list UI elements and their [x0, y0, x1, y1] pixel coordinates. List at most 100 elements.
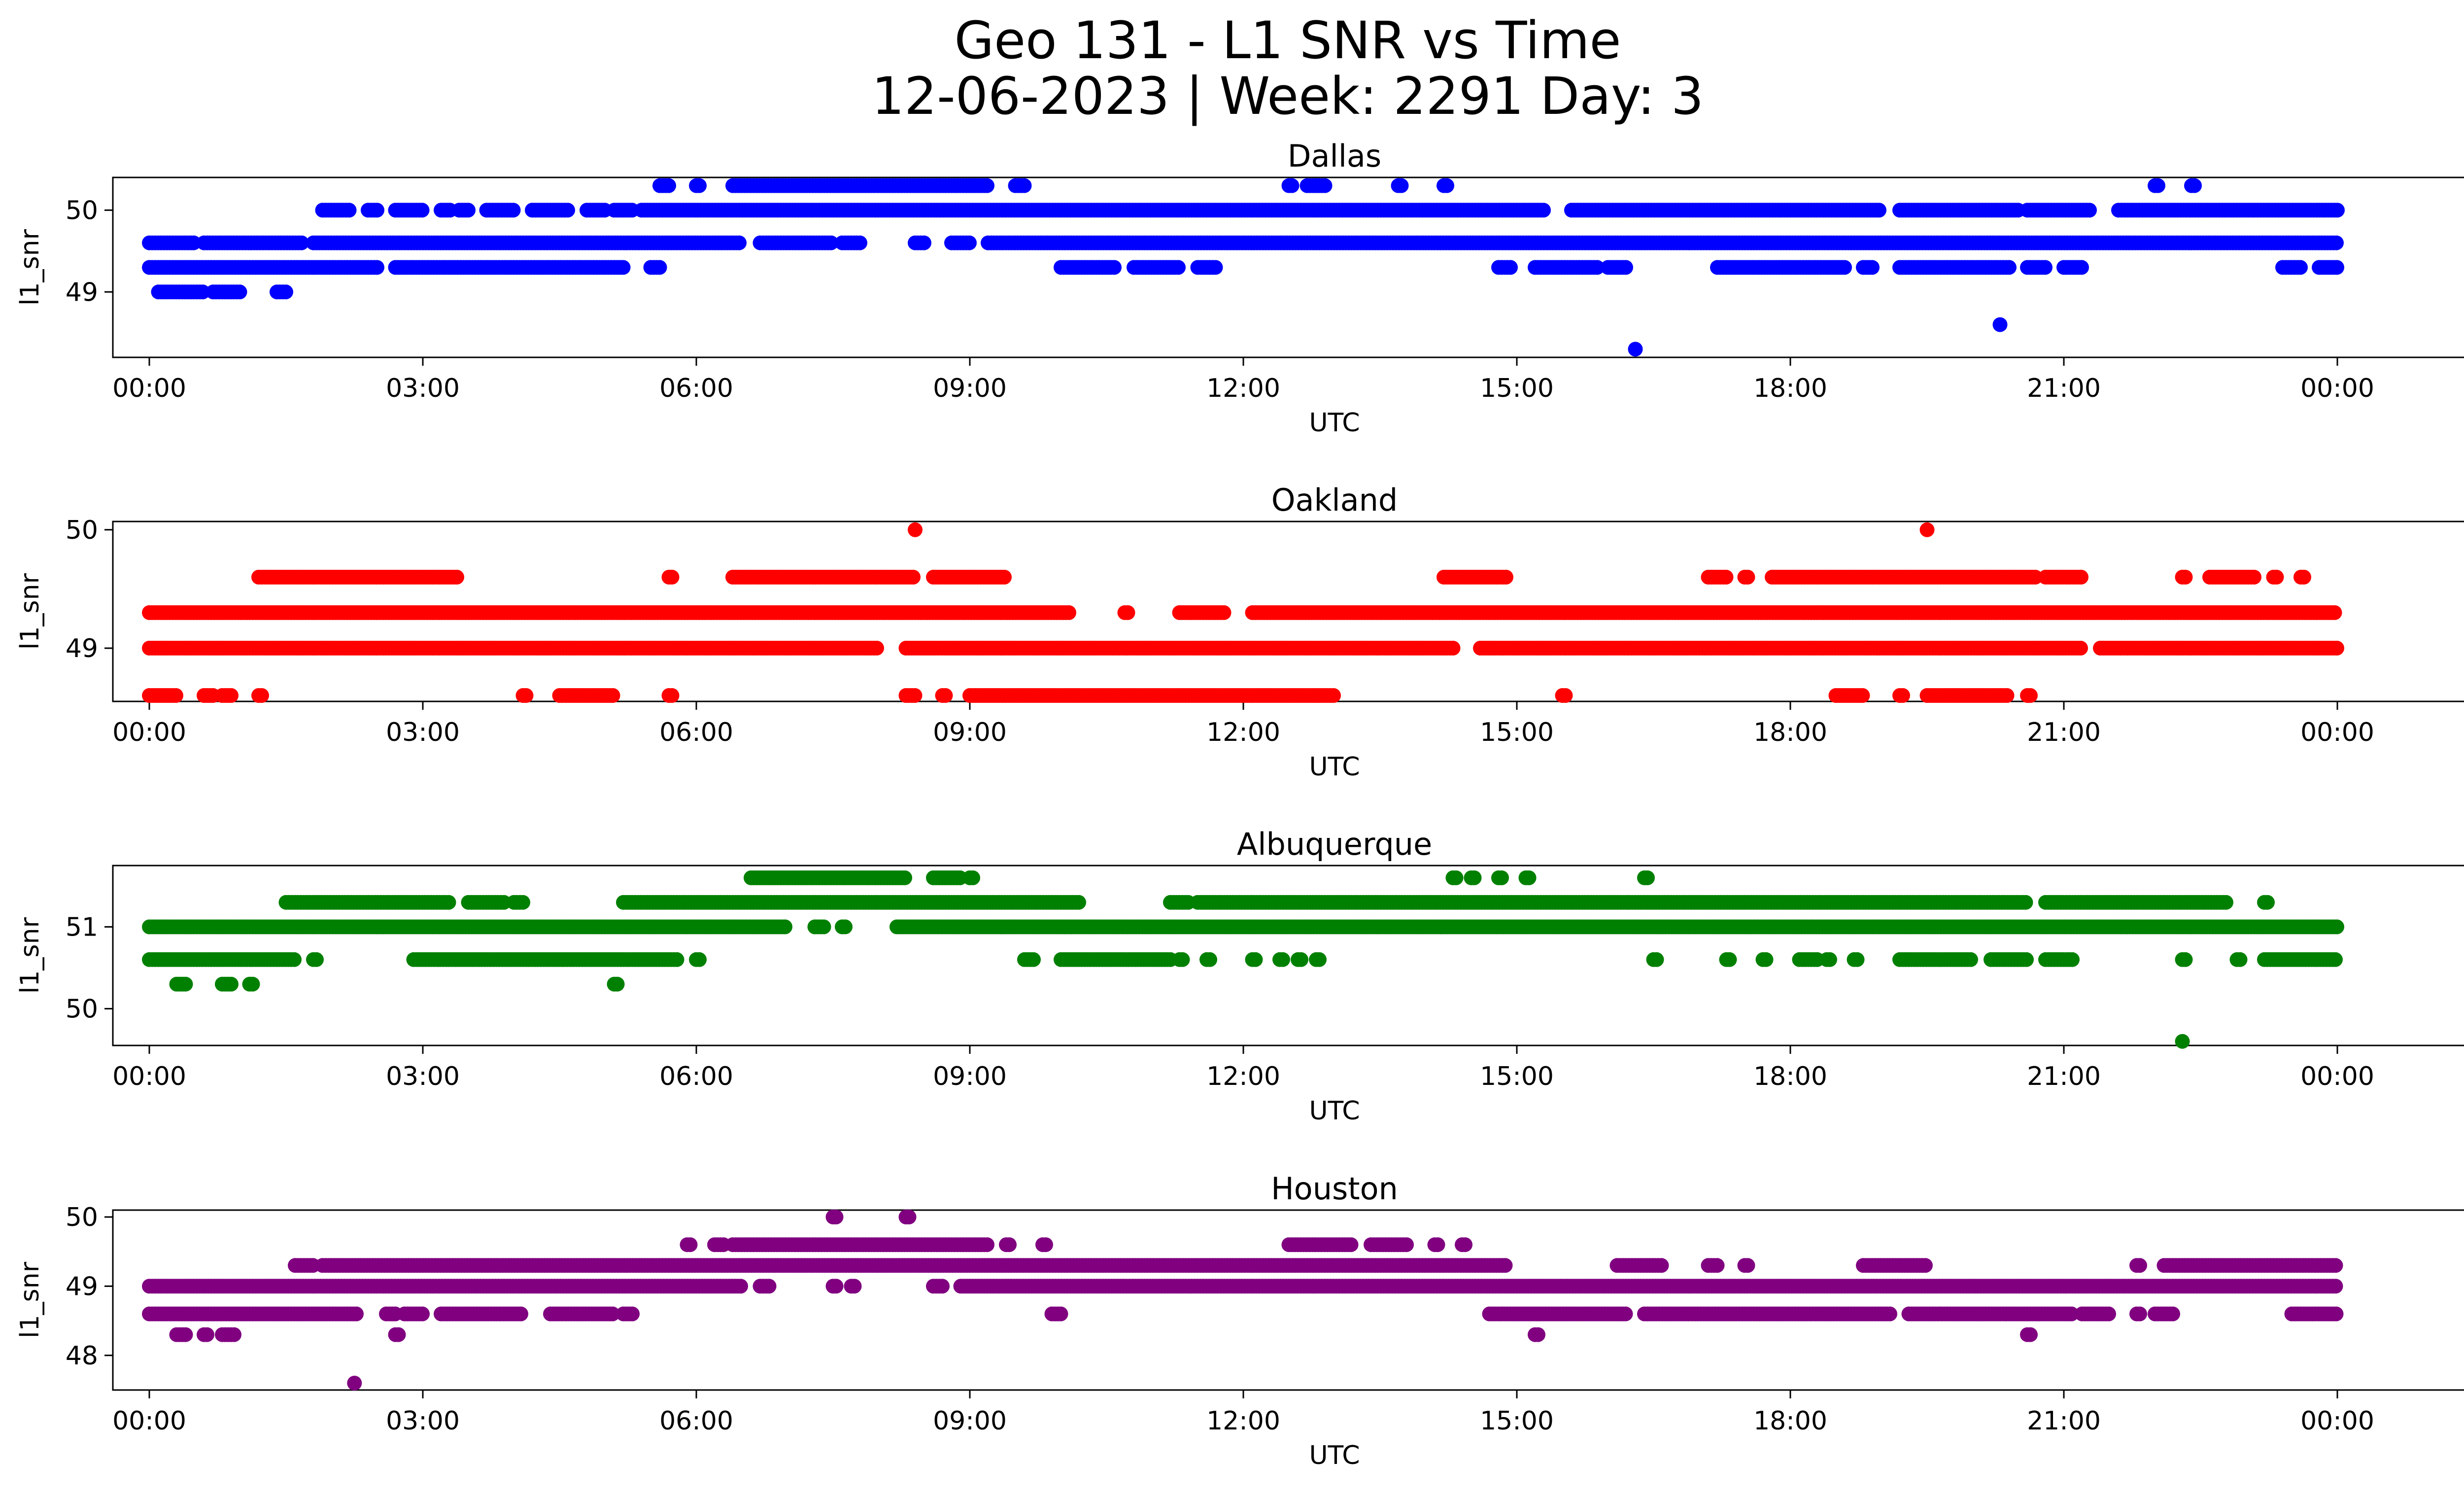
data-point [2327, 605, 2342, 620]
data-point [2219, 895, 2233, 910]
data-point [1071, 895, 1086, 910]
data-point [2038, 260, 2053, 275]
data-point [2178, 569, 2193, 585]
data-point [2073, 640, 2088, 656]
x-tick-label: 12:00 [1206, 374, 1280, 403]
data-point [2260, 895, 2275, 910]
x-tick-label: 15:00 [1480, 1062, 1554, 1091]
data-point [853, 235, 867, 250]
y-tick-label: 50 [66, 994, 98, 1024]
data-point [1107, 260, 1122, 275]
data-point [1855, 688, 1870, 703]
data-point [1439, 178, 1454, 193]
data-point [449, 569, 464, 585]
x-tick-label: 03:00 [386, 374, 460, 403]
data-point [962, 235, 977, 250]
data-point [605, 688, 620, 703]
data-point [2023, 688, 2038, 703]
data-point [1919, 522, 1935, 537]
y-tick-label: 49 [66, 278, 98, 307]
figure-subtitle: 12-06-2023 | Week: 2291 Day: 3 [871, 66, 1704, 126]
data-point [1536, 203, 1551, 218]
data-point [560, 203, 575, 218]
data-point [2074, 260, 2089, 275]
data-point [997, 569, 1012, 585]
data-point [2247, 569, 2261, 585]
data-point [908, 522, 923, 537]
data-point [370, 203, 384, 218]
data-point [965, 870, 980, 885]
data-point [1558, 688, 1573, 703]
x-tick-label: 00:00 [2300, 718, 2374, 747]
data-point [2296, 569, 2311, 585]
data-point [980, 178, 994, 193]
data-point [1865, 260, 1880, 275]
x-tick-label: 00:00 [112, 718, 186, 747]
x-tick-label: 21:00 [2027, 718, 2101, 747]
y-tick-label: 49 [66, 634, 98, 663]
data-point [1499, 569, 1513, 585]
data-point [869, 640, 884, 656]
subplot-title: Albuquerque [1237, 826, 1432, 862]
data-point [1467, 870, 1482, 885]
data-point [664, 688, 680, 703]
data-point [661, 178, 676, 193]
data-point [232, 284, 247, 300]
data-point [1590, 260, 1605, 275]
data-point [616, 260, 631, 275]
data-point [732, 235, 747, 250]
x-tick-label: 03:00 [386, 1062, 460, 1091]
data-point [342, 203, 357, 218]
data-point [224, 688, 239, 703]
data-point [1521, 870, 1537, 885]
data-point [1872, 203, 1886, 218]
data-point [2329, 235, 2344, 250]
data-point [278, 284, 293, 300]
data-point [461, 203, 476, 218]
data-point [414, 203, 430, 218]
data-point [2329, 260, 2344, 275]
data-point [652, 260, 667, 275]
data-point [2028, 569, 2043, 585]
data-point [2269, 569, 2284, 585]
x-tick-label: 00:00 [2300, 1062, 2374, 1091]
x-tick-label: 12:00 [1206, 718, 1280, 747]
data-point [1284, 178, 1300, 193]
x-tick-label: 21:00 [2027, 1062, 2101, 1091]
y-tick-label: 50 [66, 516, 98, 545]
data-point [2074, 569, 2088, 585]
data-point [1628, 342, 1643, 357]
data-point [2329, 640, 2344, 656]
data-point [1017, 178, 1032, 193]
data-point [906, 569, 921, 585]
x-tick-label: 03:00 [386, 718, 460, 747]
x-axis-label: UTC [1309, 1096, 1360, 1126]
data-point [515, 895, 530, 910]
data-point [195, 284, 210, 300]
data-point [816, 919, 831, 935]
data-point [1503, 260, 1518, 275]
x-tick-label: 18:00 [1753, 1062, 1827, 1091]
data-series [142, 522, 2344, 703]
data-point [1718, 569, 1734, 585]
data-point [1837, 260, 1852, 275]
data-point [2002, 260, 2017, 275]
figure-title: Geo 131 - L1 SNR vs Time [954, 10, 1621, 70]
data-point [1061, 605, 1076, 620]
data-point [1992, 317, 2008, 332]
data-series [142, 870, 2344, 1049]
x-tick-label: 00:00 [2300, 374, 2374, 403]
data-point [2082, 203, 2097, 218]
x-tick-label: 06:00 [659, 1062, 733, 1091]
data-point [1448, 870, 1464, 885]
data-point [1740, 569, 1755, 585]
data-point [1394, 178, 1409, 193]
data-series [142, 178, 2345, 357]
data-point [1171, 260, 1186, 275]
data-point [692, 178, 707, 193]
data-point [518, 688, 534, 703]
data-point [917, 235, 931, 250]
x-axis-label: UTC [1309, 408, 1360, 438]
